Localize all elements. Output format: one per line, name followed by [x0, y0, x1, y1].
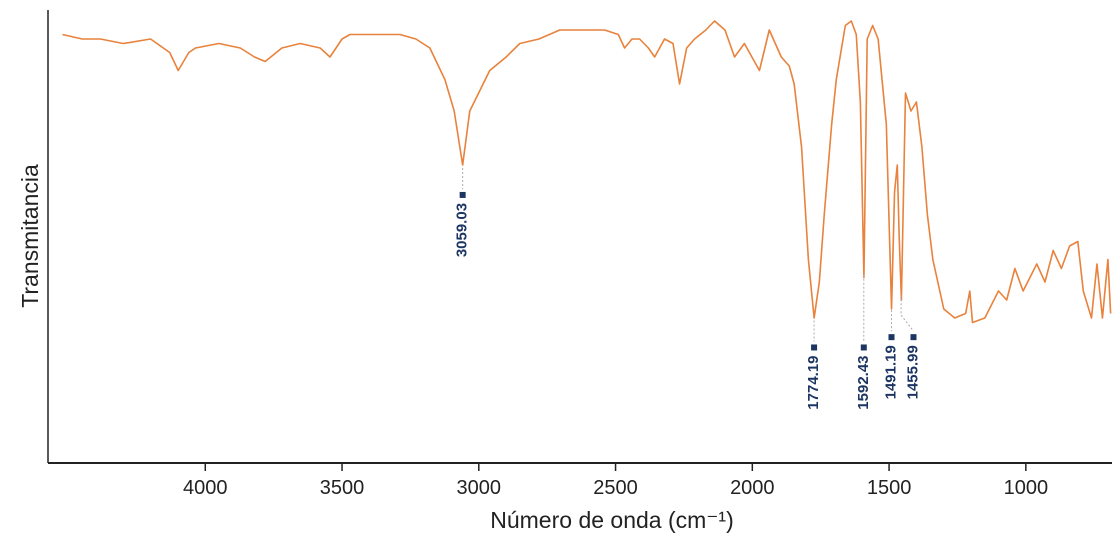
peak-label: 1491.19 [882, 345, 899, 399]
spectrum-line [62, 20, 1112, 324]
y-axis-label: Transmitancia [17, 164, 43, 308]
peak-marker [459, 191, 466, 198]
x-tick-label: 1500 [867, 477, 912, 499]
peak-label: 1455.99 [904, 345, 921, 399]
x-axis-label: Número de onda (cm⁻¹) [490, 507, 734, 533]
peak-label: 1592.43 [855, 355, 872, 409]
peak-marker [860, 344, 867, 351]
x-tick-label: 1000 [1004, 477, 1049, 499]
x-tick-label: 3500 [320, 477, 365, 499]
peak-label: 1774.19 [805, 355, 822, 409]
x-tick-label: 4000 [183, 477, 228, 499]
x-tick-label: 2500 [593, 477, 638, 499]
x-tick-label: 3000 [457, 477, 502, 499]
x-tick-label: 2000 [730, 477, 775, 499]
peak-label: 3059.03 [454, 203, 471, 257]
peak-marker [888, 334, 895, 341]
peak-marker [910, 334, 917, 341]
peak-marker [811, 344, 818, 351]
peak-leader [900, 295, 914, 332]
